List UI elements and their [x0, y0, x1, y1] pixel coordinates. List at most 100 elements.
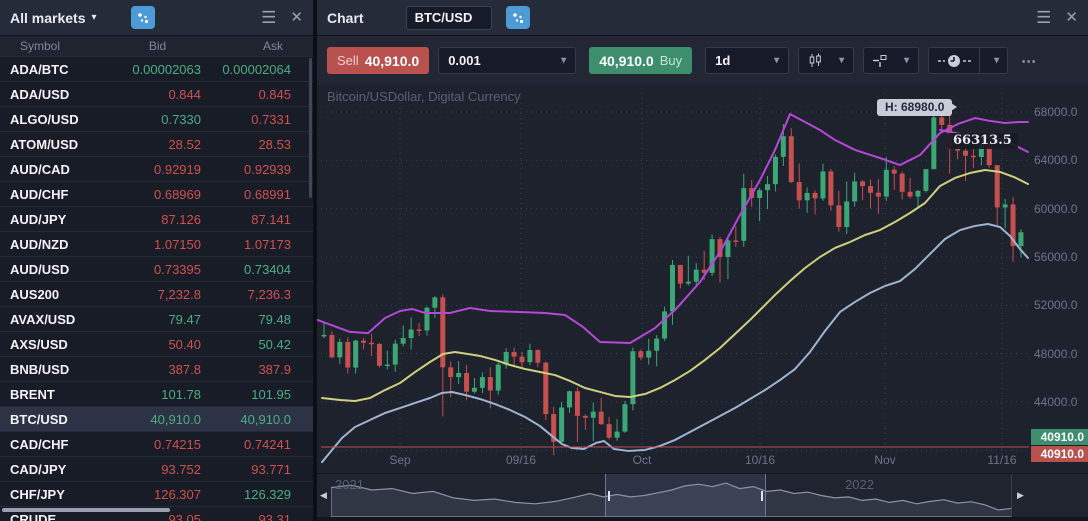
ask-cell: 7,236.3: [247, 286, 291, 302]
watchlist-row-algo-usd[interactable]: ALGO/USD 0.7330 0.7331: [0, 107, 313, 132]
ask-price-tag: 40910.0: [1031, 429, 1088, 445]
bid-cell: 0.844: [168, 86, 201, 102]
symbol-cell: ADA/BTC: [10, 61, 69, 77]
indicators-dropdown[interactable]: ▾: [863, 47, 920, 74]
watchlist-row-cad-chf[interactable]: CAD/CHF 0.74215 0.74241: [0, 432, 313, 457]
ask-cell: 0.74241: [244, 436, 291, 452]
watchlist-title[interactable]: All markets: [10, 9, 86, 26]
bid-cell: 0.73395: [154, 261, 201, 277]
watchlist-row-atom-usd[interactable]: ATOM/USD 28.52 28.53: [0, 132, 313, 157]
scroll-right-arrow[interactable]: ▶: [1017, 490, 1024, 500]
timeframe-value: 1d: [715, 53, 731, 68]
link-dots-icon: [512, 12, 523, 23]
watchlist-row-ada-usd[interactable]: ADA/USD 0.844 0.845: [0, 82, 313, 107]
chevron-down-icon: ▾: [904, 55, 910, 66]
symbol-cell: BRENT: [10, 386, 55, 402]
chart-panel: Chart ☰ ✕ Sell 40,910.0 0.001 ▾ 40: [317, 0, 1088, 521]
scroll-left-arrow[interactable]: ◀: [320, 490, 327, 500]
chart-plot-area[interactable]: Bitcoin/USDollar, Digital Currency 68000…: [317, 85, 1088, 473]
watchlist-row-avax-usd[interactable]: AVAX/USD 79.47 79.48: [0, 307, 313, 332]
ask-cell: 93.31: [258, 511, 291, 521]
watchlist-row-aud-usd[interactable]: AUD/USD 0.73395 0.73404: [0, 257, 313, 282]
symbol-cell: CAD/JPY: [10, 461, 67, 477]
chevron-down-icon: ▾: [994, 55, 1000, 66]
sell-price: 40,910.0: [364, 52, 420, 69]
time-axis-label: 11/16: [987, 453, 1017, 467]
price-axis-label: 60000.0: [1034, 201, 1078, 216]
chart-watermark: Bitcoin/USDollar, Digital Currency: [327, 89, 521, 104]
column-header-symbol[interactable]: Symbol: [20, 39, 61, 53]
amount-dropdown[interactable]: 0.001 ▾: [438, 47, 577, 74]
symbol-cell: AUD/USD: [10, 261, 70, 277]
ask-cell: 0.68991: [244, 186, 291, 202]
watchlist-column-headers: Symbol Bid Ask: [0, 36, 313, 57]
session-clock-dropdown[interactable]: ▾: [928, 47, 1009, 74]
column-header-ask[interactable]: Ask: [262, 39, 283, 53]
watchlist-row-cad-jpy[interactable]: CAD/JPY 93.752 93.771: [0, 457, 313, 482]
column-header-bid[interactable]: Bid: [148, 39, 167, 53]
ask-cell: 50.42: [258, 336, 291, 352]
ask-cell: 40,910.0: [240, 411, 291, 427]
ask-cell: 0.73404: [244, 261, 291, 277]
watchlist-row-bnb-usd[interactable]: BNB/USD 387.8 387.9: [0, 357, 313, 382]
bid-cell: 1.07150: [154, 236, 201, 252]
sell-label: Sell: [337, 53, 359, 68]
clock-icon: [938, 54, 972, 67]
chart-type-dropdown[interactable]: ▾: [798, 47, 855, 74]
bid-cell: 0.68969: [154, 186, 201, 202]
symbol-cell: ALGO/USD: [10, 111, 79, 127]
watchlist-row-aud-chf[interactable]: AUD/CHF 0.68969 0.68991: [0, 182, 313, 207]
close-icon[interactable]: ✕: [1065, 9, 1078, 26]
watchlist-row-btc-usd[interactable]: BTC/USD 40,910.0 40,910.0: [0, 407, 313, 432]
indicator-icon: [873, 55, 887, 67]
ask-cell: 101.95: [251, 386, 291, 402]
link-dots-icon: [137, 12, 148, 23]
more-button[interactable]: ⋯: [1021, 52, 1038, 70]
chevron-down-icon[interactable]: ▾: [91, 12, 97, 23]
navigator-handle-left[interactable]: [608, 491, 610, 501]
bid-cell: 87.126: [161, 211, 201, 227]
chart-navigator[interactable]: 2021 2022 ◀ ▶: [317, 473, 1088, 518]
sell-button[interactable]: Sell 40,910.0: [327, 47, 430, 74]
bid-price-tag: 40910.0: [1031, 446, 1088, 462]
close-icon[interactable]: ✕: [290, 9, 303, 26]
watchlist-row-brent[interactable]: BRENT 101.78 101.95: [0, 382, 313, 407]
watchlist-row-aud-cad[interactable]: AUD/CAD 0.92919 0.92939: [0, 157, 313, 182]
bid-cell: 101.78: [161, 386, 201, 402]
navigator-window[interactable]: [605, 474, 766, 518]
buy-button[interactable]: 40,910.0 Buy: [589, 47, 693, 74]
ask-cell: 0.7331: [251, 111, 291, 127]
price-axis-label: 64000.0: [1034, 153, 1078, 168]
watchlist-row-chf-jpy[interactable]: CHF/JPY 126.307 126.329: [0, 482, 313, 507]
menu-icon[interactable]: ☰: [1036, 8, 1052, 27]
watchlist-rows: ADA/BTC 0.00002063 0.00002064 ADA/USD 0.844 0…: [0, 57, 313, 521]
price-axis-label: 52000.0: [1034, 298, 1078, 313]
symbol-cell: AUD/JPY: [10, 211, 67, 227]
watchlist-row-ada-btc[interactable]: ADA/BTC 0.00002063 0.00002064: [0, 57, 313, 82]
vertical-scrollbar[interactable]: [309, 58, 312, 198]
price-axis-label: 48000.0: [1034, 346, 1078, 361]
buy-label: Buy: [659, 53, 683, 68]
ask-cell: 0.00002064: [222, 61, 291, 77]
menu-icon[interactable]: ☰: [261, 8, 277, 27]
symbol-cell: CAD/CHF: [10, 436, 69, 452]
divider: [978, 48, 980, 73]
time-axis-label: 09/16: [505, 453, 537, 467]
timeframe-dropdown[interactable]: 1d ▾: [705, 47, 790, 74]
link-group-button[interactable]: [505, 6, 530, 29]
watchlist-header: All markets ▾ ☰ ✕: [0, 0, 313, 36]
bid-cell: 93.05: [168, 511, 201, 521]
panel-footer-strip: [317, 517, 1088, 521]
navigator-area-chart: [331, 482, 1012, 517]
watchlist-row-aud-jpy[interactable]: AUD/JPY 87.126 87.141: [0, 207, 313, 232]
watchlist-row-aus200[interactable]: AUS200 7,232.8 7,236.3: [0, 282, 313, 307]
chevron-down-icon: ▾: [839, 55, 845, 66]
link-group-button[interactable]: [130, 6, 155, 29]
symbol-cell: CRUDE: [10, 511, 57, 521]
symbol-input[interactable]: [405, 5, 492, 30]
watchlist-row-aud-nzd[interactable]: AUD/NZD 1.07150 1.07173: [0, 232, 313, 257]
navigator-handle-right[interactable]: [761, 491, 763, 501]
watchlist-row-axs-usd[interactable]: AXS/USD 50.40 50.42: [0, 332, 313, 357]
horizontal-scrollbar[interactable]: [2, 508, 170, 512]
